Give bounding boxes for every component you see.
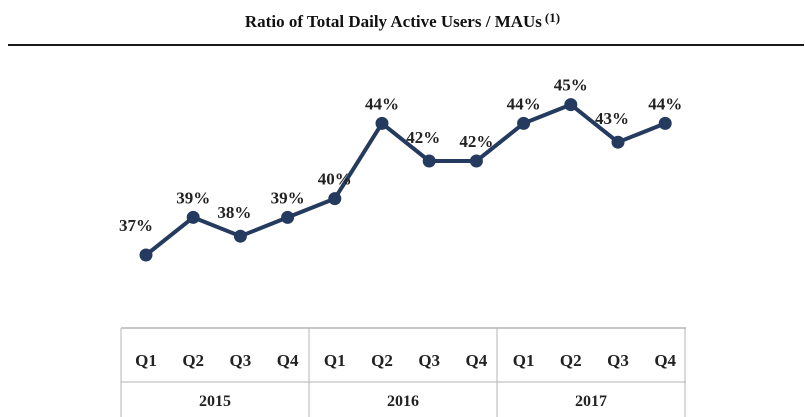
data-point (564, 98, 578, 112)
data-point (375, 116, 389, 130)
chart-title: Ratio of Total Daily Active Users / MAUs… (0, 10, 805, 32)
x-tick-label: Q3 (230, 351, 252, 370)
x-group-label: 2016 (387, 393, 419, 410)
data-point (233, 229, 247, 243)
x-tick-label: Q4 (277, 351, 299, 370)
data-point (469, 154, 483, 168)
x-tick-label: Q2 (182, 351, 204, 370)
x-tick-label: Q4 (654, 351, 676, 370)
data-point (422, 154, 436, 168)
data-point (139, 248, 153, 262)
data-point (186, 210, 200, 224)
data-label: 37% (119, 216, 153, 235)
data-label: 43% (595, 109, 629, 128)
x-tick-label: Q2 (560, 351, 582, 370)
chart-title-text: Ratio of Total Daily Active Users / MAUs (244, 12, 542, 31)
x-tick-label: Q3 (418, 351, 440, 370)
data-label: 42% (459, 132, 493, 151)
x-tick-label: Q1 (324, 351, 346, 370)
chart-title-footnote: (1) (544, 10, 561, 25)
data-point (658, 116, 672, 130)
data-label: 44% (648, 94, 682, 113)
data-label: 38% (217, 203, 251, 222)
data-label: 40% (318, 170, 352, 189)
data-label: 44% (365, 94, 399, 113)
series-line (144, 102, 666, 257)
x-tick-label: Q1 (513, 351, 535, 370)
data-point (328, 192, 342, 206)
x-tick-label: Q4 (466, 351, 488, 370)
data-point (281, 210, 295, 224)
data-label: 44% (507, 94, 541, 113)
x-group-label: 2015 (199, 393, 231, 410)
title-divider (8, 44, 804, 46)
data-label: 39% (176, 188, 210, 207)
data-label: 45% (554, 76, 588, 95)
data-label: 39% (271, 188, 305, 207)
data-label: 42% (406, 128, 440, 147)
data-point (611, 135, 625, 149)
x-tick-label: Q1 (135, 351, 157, 370)
x-tick-label: Q3 (607, 351, 629, 370)
x-group-label: 2017 (575, 393, 607, 410)
data-point (517, 116, 531, 130)
x-tick-label: Q2 (371, 351, 393, 370)
